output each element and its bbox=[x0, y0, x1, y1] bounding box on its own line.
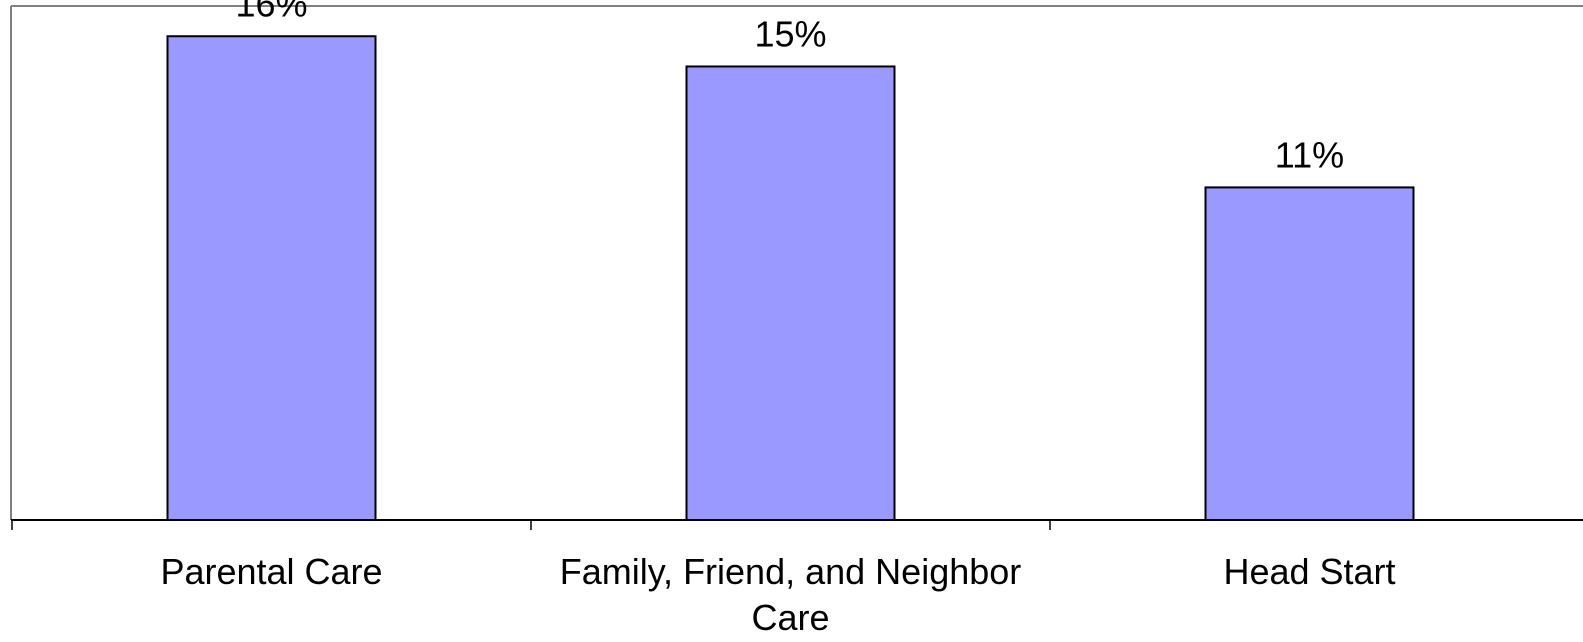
bar-2 bbox=[685, 65, 896, 522]
x-tick-label-1-line-1: Parental Care bbox=[160, 551, 382, 592]
bar-1 bbox=[166, 35, 377, 522]
bars-group bbox=[166, 35, 1415, 522]
x-tick-label-2-line-2: Care bbox=[751, 597, 829, 638]
x-tick-label-1: Parental Care bbox=[160, 551, 382, 592]
x-tick-label-3: Head Start bbox=[1223, 551, 1395, 592]
data-label-3: 11% bbox=[1275, 134, 1344, 175]
x-tick-label-2: Family, Friend, and Neighbor Care bbox=[560, 551, 1022, 638]
data-label-1: 16% bbox=[235, 0, 307, 24]
bar-3 bbox=[1204, 186, 1415, 521]
x-tick-label-2-line-1: Family, Friend, and Neighbor bbox=[560, 551, 1022, 592]
x-tick-label-3-line-1: Head Start bbox=[1223, 551, 1395, 592]
data-label-2: 15% bbox=[754, 13, 826, 54]
